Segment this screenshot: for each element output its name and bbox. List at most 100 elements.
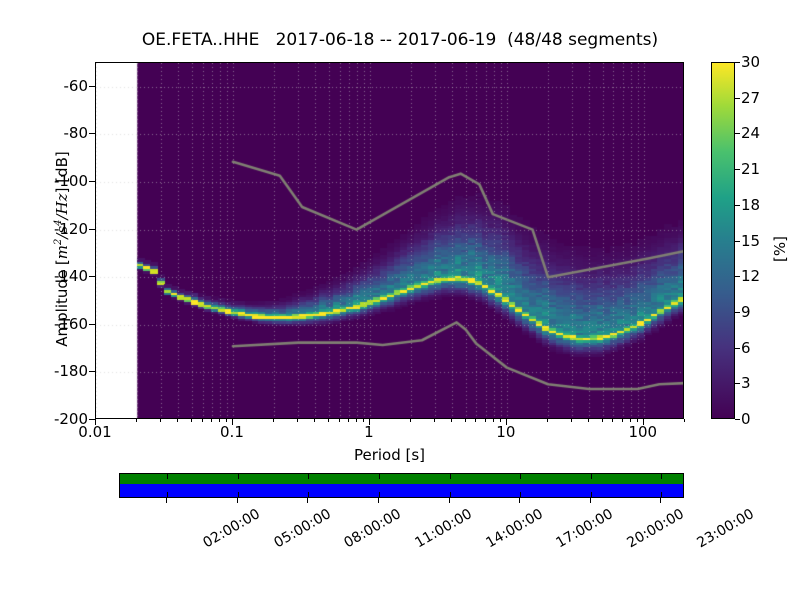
colorbar-tick-mark	[735, 240, 740, 242]
colorbar-tick-label: 18	[741, 195, 761, 214]
figure-title: OE.FETA..HHE 2017-06-18 -- 2017-06-19 (4…	[141, 30, 659, 50]
data-coverage-bar[interactable]	[119, 473, 684, 498]
coverage-tick-mark	[661, 474, 663, 479]
coverage-tick-mark	[661, 492, 663, 497]
y-tick-mark	[89, 133, 95, 135]
x-minor-tick-mark	[571, 419, 573, 422]
coverage-tick-mark	[237, 492, 239, 497]
y-tick-label: -60	[63, 76, 89, 95]
x-tick-label: 1	[364, 423, 374, 441]
colorbar-tick-label: 30	[741, 53, 761, 71]
x-minor-tick-mark	[588, 419, 590, 422]
x-minor-tick-mark	[327, 419, 329, 422]
colorbar[interactable]	[711, 62, 735, 419]
y-axis-label: Amplitude [m2/s4/Hz] [dB]	[53, 89, 71, 409]
x-minor-tick-mark	[475, 419, 477, 422]
time-tick-label: 11:00:00	[412, 506, 475, 552]
y-tick-mark	[89, 323, 95, 325]
x-minor-tick-mark	[210, 419, 212, 422]
y-tick-mark	[89, 228, 95, 230]
colorbar-tick-label: 9	[741, 302, 751, 321]
time-tick-mark	[519, 498, 521, 503]
x-minor-tick-mark	[347, 419, 349, 422]
time-tick-mark	[448, 498, 450, 503]
x-tick-label: 0.1	[220, 423, 244, 441]
time-tick-label: 08:00:00	[341, 506, 405, 552]
time-tick-mark	[166, 498, 168, 503]
coverage-psd-strip	[120, 484, 683, 497]
x-minor-tick-mark	[218, 419, 220, 422]
y-tick-mark	[89, 419, 95, 420]
coverage-tick-mark	[590, 474, 592, 479]
colorbar-tick-label: 24	[741, 124, 761, 143]
time-tick-mark	[236, 498, 238, 503]
coverage-tick-mark	[378, 474, 380, 479]
colorbar-tick-label: 12	[741, 267, 761, 286]
x-minor-tick-mark	[612, 419, 614, 422]
coverage-tick-mark	[520, 492, 522, 497]
time-tick-mark	[589, 498, 591, 503]
coverage-tick-mark	[378, 492, 380, 497]
time-tick-mark	[660, 498, 662, 503]
time-tick-label: 05:00:00	[271, 506, 334, 552]
colorbar-tick-label: 0	[741, 410, 751, 428]
x-tick-label: 100	[628, 423, 658, 441]
x-minor-tick-mark	[684, 419, 685, 422]
y-tick-label: -140	[53, 267, 88, 286]
colorbar-tick-mark	[735, 311, 740, 313]
x-minor-tick-mark	[621, 419, 623, 422]
x-tick-mark	[231, 419, 233, 425]
coverage-tick-mark	[520, 474, 522, 479]
colorbar-tick-label: 27	[741, 88, 761, 107]
y-tick-mark	[89, 181, 95, 182]
x-minor-tick-mark	[499, 419, 501, 422]
x-minor-tick-mark	[201, 419, 203, 422]
x-tick-label: 0.01	[78, 423, 112, 441]
colorbar-tick-mark	[735, 133, 740, 135]
time-tick-label: 02:00:00	[200, 506, 263, 552]
ppsd-plot-area[interactable]	[95, 62, 684, 419]
coverage-data-strip	[120, 474, 683, 485]
colorbar-tick-mark	[735, 97, 740, 99]
x-tick-mark	[642, 419, 644, 425]
coverage-tick-mark	[590, 492, 592, 497]
coverage-tick-mark	[449, 474, 451, 479]
y-tick-label: -180	[53, 362, 88, 381]
x-tick-mark	[505, 419, 507, 425]
x-minor-tick-mark	[190, 419, 192, 422]
y-tick-label: -160	[53, 314, 88, 333]
x-minor-tick-mark	[434, 419, 436, 422]
y-tick-mark	[89, 371, 95, 373]
time-tick-mark	[307, 498, 309, 503]
coverage-tick-mark	[167, 492, 169, 497]
x-minor-tick-mark	[273, 419, 275, 422]
x-minor-tick-mark	[136, 419, 138, 422]
colorbar-tick-label: 3	[741, 374, 751, 393]
y-axis-label-math: m2/s4/Hz	[53, 193, 71, 260]
y-axis-label-suffix: ] [dB]	[53, 151, 71, 194]
x-tick-mark	[368, 419, 370, 425]
coverage-tick-mark	[308, 474, 310, 479]
time-tick-label: 20:00:00	[624, 506, 687, 552]
x-minor-tick-mark	[355, 419, 357, 422]
y-tick-label: -120	[53, 219, 88, 238]
coverage-tick-mark	[167, 474, 169, 479]
x-minor-tick-mark	[297, 419, 299, 422]
x-minor-tick-mark	[547, 419, 549, 422]
coverage-tick-mark	[308, 492, 310, 497]
x-minor-tick-mark	[225, 419, 227, 422]
time-tick-label: 17:00:00	[553, 506, 617, 552]
x-minor-tick-mark	[484, 419, 486, 422]
colorbar-tick-mark	[735, 169, 740, 171]
x-tick-label: 10	[496, 423, 516, 441]
x-axis-label: Period [s]	[353, 446, 426, 464]
y-axis-label-prefix: Amplitude [	[53, 259, 71, 347]
colorbar-label: [%]	[771, 236, 789, 262]
x-minor-tick-mark	[177, 419, 179, 422]
colorbar-tick-mark	[735, 383, 740, 385]
colorbar-tick-label: 15	[741, 231, 761, 250]
x-minor-tick-mark	[636, 419, 638, 422]
y-tick-label: -80	[63, 124, 89, 143]
x-minor-tick-mark	[160, 419, 162, 422]
y-tick-label: -200	[53, 410, 88, 428]
